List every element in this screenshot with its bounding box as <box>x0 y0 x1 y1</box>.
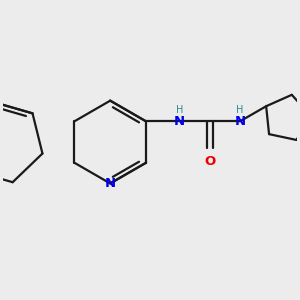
Text: O: O <box>204 155 215 168</box>
Text: H: H <box>236 105 244 115</box>
Text: N: N <box>105 177 116 190</box>
Text: H: H <box>176 105 183 115</box>
Text: N: N <box>174 115 185 128</box>
Text: N: N <box>234 115 245 128</box>
